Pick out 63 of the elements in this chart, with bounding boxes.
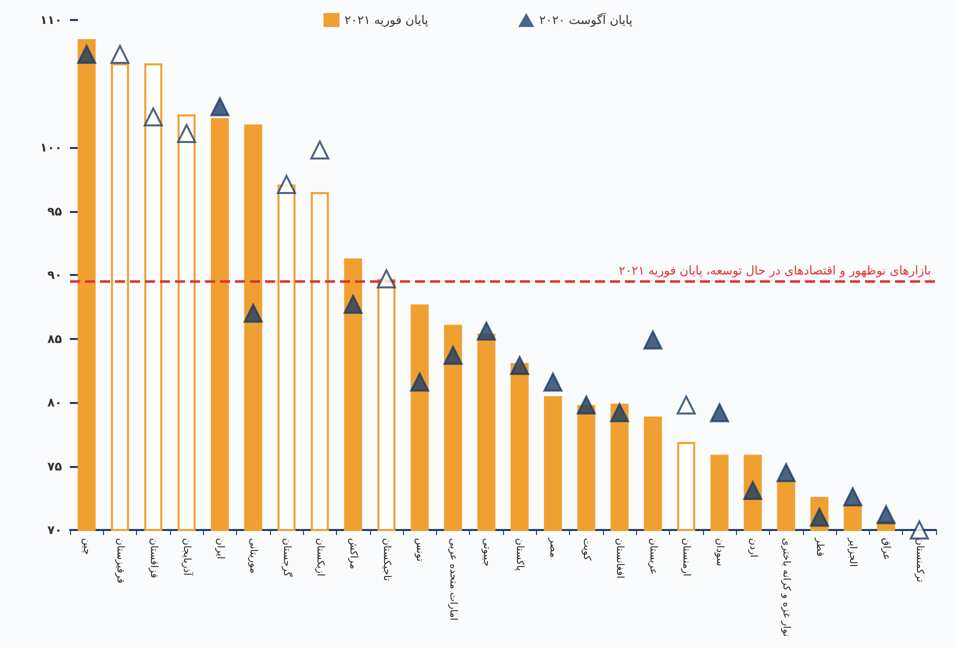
x-tick-label: اردن [747, 538, 758, 558]
y-tick-label: ۷۰ [47, 523, 62, 537]
x-tick-label: مصر [547, 537, 558, 558]
point [610, 403, 630, 422]
point [743, 480, 762, 500]
point [776, 463, 796, 482]
x-tick-label: عربستان [647, 538, 658, 575]
point [77, 44, 96, 64]
point [810, 508, 829, 527]
point [177, 124, 196, 143]
x-tick-label: تونس [414, 538, 426, 562]
y-tick-label: ۸۵ [47, 332, 62, 346]
y-tick-label: ۸۰ [47, 396, 62, 410]
x-tick-label: ترکمنستان [914, 538, 925, 582]
point [210, 97, 230, 116]
x-tick-label: قزاقستان [148, 538, 159, 578]
x-tick-label: آذربایجان [181, 538, 194, 577]
point [310, 140, 330, 160]
x-tick-label: ارمنستان [680, 538, 692, 576]
x-tick-label: ایران [214, 538, 226, 560]
point [344, 294, 363, 314]
point [676, 396, 696, 415]
x-tick-label: نوار غزه و کرانه باختری [780, 538, 792, 637]
point [876, 505, 896, 524]
point [277, 174, 296, 194]
y-tick-label: ۹۵ [47, 204, 62, 218]
point [444, 346, 463, 365]
x-tick-label: پاکستان [514, 538, 526, 572]
y-tick-label: ۱۱۰ [40, 13, 62, 27]
legend-label: پایان فوریه ۲۰۲۱ [344, 13, 428, 27]
point [643, 330, 662, 350]
point [843, 487, 862, 506]
y-tick-label: ۱۰۰ [40, 140, 62, 154]
y-tick-label: ۹۰ [47, 268, 62, 282]
x-tick-label: افغانستان [614, 538, 626, 579]
x-tick-label: گرجستان [281, 538, 293, 578]
x-tick-label: الجزایر [847, 537, 858, 567]
point [910, 520, 929, 540]
x-tick-label: مراکش [348, 538, 359, 570]
point [376, 269, 396, 288]
point [510, 356, 530, 376]
point [110, 44, 130, 64]
x-tick-label: جیبوتی [480, 538, 492, 567]
legend-label: پایان آگوست ۲۰۲۰ [539, 12, 633, 27]
x-tick-label: کویت [580, 538, 592, 561]
x-tick-label: سودان [714, 538, 725, 566]
point [410, 372, 430, 392]
point [244, 304, 263, 323]
point [543, 372, 562, 392]
point [710, 403, 729, 422]
x-tick-label: چین [81, 538, 92, 555]
x-tick-label: تاجیکستان [380, 538, 392, 582]
y-tick-label: ۷۵ [47, 459, 62, 474]
point [576, 396, 596, 415]
x-tick-label: امارات متحده عربی [448, 538, 459, 620]
x-tick-label: قرقیزستان [114, 538, 126, 584]
point [144, 107, 163, 126]
x-tick-label: عراق [880, 538, 892, 560]
x-tick-label: ازبکستان [314, 538, 326, 576]
ref-line-label: بازارهای نوظهور و اقتصادهای در حال توسعه، پایان فوریه ۲۰۲۱ [618, 263, 931, 278]
x-tick-label: موریتانی [248, 538, 259, 574]
point [476, 322, 496, 341]
x-tick-label: قطر [814, 537, 825, 557]
